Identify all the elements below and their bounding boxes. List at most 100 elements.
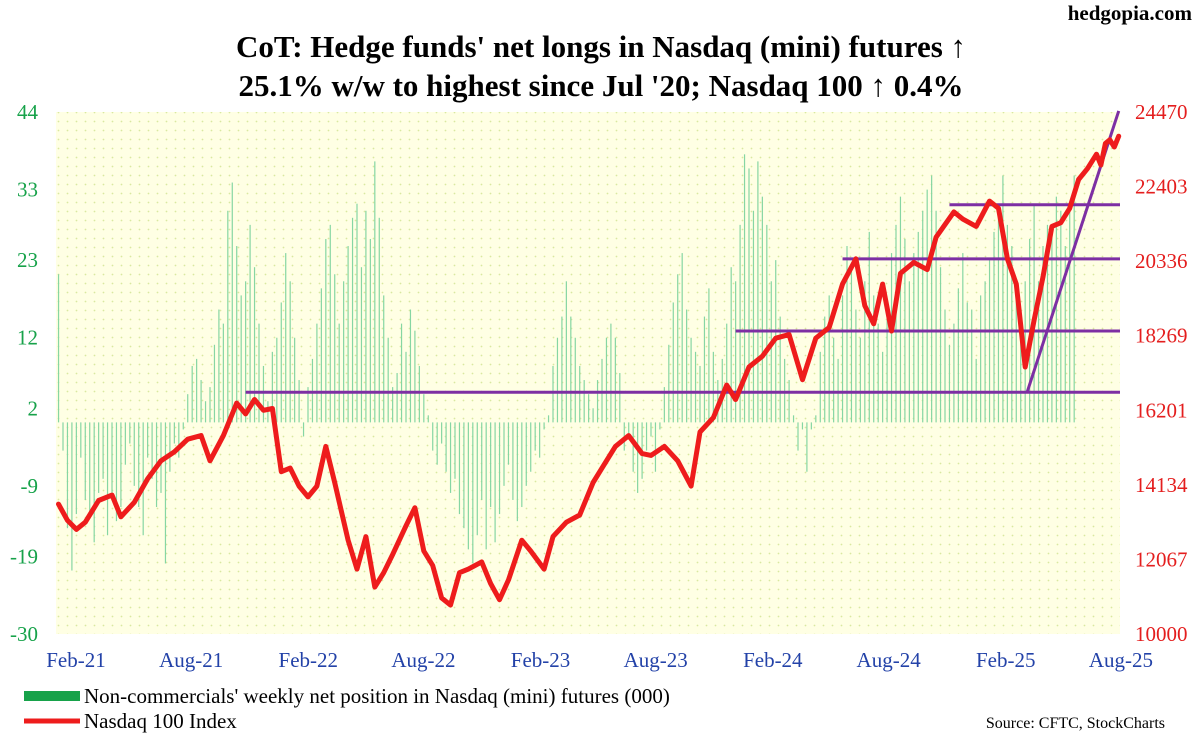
- net-position-bar: [485, 422, 487, 550]
- net-position-bar: [387, 337, 389, 423]
- x-tick-label: Feb-22: [279, 648, 339, 672]
- net-position-bar: [298, 380, 300, 423]
- net-position-bar: [507, 422, 510, 465]
- net-position-bar: [441, 422, 443, 444]
- net-position-bar: [908, 281, 910, 423]
- net-position-bar: [142, 422, 144, 536]
- net-position-bar: [129, 422, 131, 444]
- net-position-bar: [743, 154, 746, 423]
- net-position-bar: [654, 422, 657, 472]
- right-axis: 24470 22403 20336 18269 16201 14134 12067 10000: [1135, 100, 1188, 646]
- net-position-bar: [534, 422, 536, 451]
- net-position-bar: [766, 224, 768, 423]
- x-tick-label: Aug-23: [624, 648, 688, 672]
- left-tick-label: -9: [21, 474, 39, 498]
- net-position-bar: [543, 422, 545, 430]
- net-position-bar: [196, 358, 198, 423]
- net-position-bar: [249, 224, 251, 423]
- net-position-bar: [89, 422, 91, 515]
- x-tick-label: Feb-25: [976, 648, 1036, 672]
- net-position-bars: [57, 154, 1075, 571]
- net-position-bar: [432, 422, 434, 451]
- right-tick-label: 12067: [1135, 547, 1188, 571]
- net-position-bar: [1002, 175, 1004, 423]
- net-position-bar: [677, 274, 679, 423]
- net-position-bar: [111, 422, 113, 493]
- net-position-bar: [1020, 330, 1022, 423]
- net-position-bar: [632, 422, 634, 472]
- net-position-bar: [476, 422, 478, 536]
- net-position-bar: [792, 415, 795, 423]
- net-position-bar: [757, 161, 759, 423]
- net-position-bar: [668, 344, 670, 423]
- net-position-bar: [761, 196, 763, 423]
- net-position-bar: [525, 422, 527, 486]
- nasdaq-100-line: [56, 133, 1122, 608]
- net-position-bar: [850, 267, 853, 423]
- net-position-bar: [980, 295, 982, 423]
- net-position-bar: [356, 203, 358, 423]
- x-tick-label: Feb-24: [743, 648, 803, 672]
- legend: Non-commercials' weekly net position in …: [24, 684, 670, 733]
- net-position-bar: [521, 422, 523, 508]
- net-position-bar: [405, 351, 407, 423]
- net-position-bar: [360, 267, 363, 423]
- net-position-bar: [325, 238, 327, 423]
- brand-label: hedgopia.com: [1068, 1, 1193, 25]
- net-position-bar: [539, 422, 541, 458]
- net-position-bar: [552, 365, 554, 423]
- net-position-bar: [931, 175, 933, 423]
- net-position-bar: [610, 323, 612, 423]
- net-position-bar: [770, 281, 772, 423]
- net-position-bar: [948, 344, 951, 423]
- net-position-bar: [124, 422, 126, 465]
- net-position-bar: [503, 422, 505, 486]
- x-tick-label: Aug-22: [391, 648, 455, 672]
- net-position-bar: [133, 422, 135, 486]
- net-position-bar: [472, 422, 474, 564]
- net-position-bar: [913, 253, 915, 423]
- net-position-bar: [1073, 175, 1075, 423]
- net-position-bar: [271, 351, 273, 423]
- net-position-bar: [637, 422, 639, 493]
- net-position-bar: [833, 337, 835, 423]
- net-position-bar: [971, 309, 973, 423]
- net-position-bar: [1015, 295, 1017, 423]
- left-tick-label: 2: [28, 396, 39, 420]
- left-tick-label: 23: [17, 248, 38, 272]
- net-position-bar: [240, 295, 242, 423]
- net-position-bar: [672, 302, 674, 423]
- right-tick-label: 16201: [1135, 398, 1188, 422]
- net-position-bar: [445, 422, 447, 472]
- net-position-bar: [1069, 210, 1071, 423]
- net-position-bar: [178, 422, 180, 458]
- x-tick-label: Feb-23: [511, 648, 571, 672]
- net-position-bar: [962, 253, 964, 423]
- net-position-bar: [882, 351, 884, 423]
- net-position-bar: [953, 323, 955, 423]
- net-position-bar: [922, 210, 924, 423]
- net-position-bar: [596, 380, 599, 423]
- net-position-bar: [712, 351, 714, 423]
- net-position-bar: [601, 358, 603, 423]
- net-position-bar: [147, 422, 149, 458]
- right-tick-label: 14134: [1135, 473, 1188, 497]
- source-note: Source: CFTC, StockCharts: [986, 715, 1165, 732]
- right-tick-label: 20336: [1135, 249, 1188, 273]
- x-axis: Feb-21 Aug-21 Feb-22 Aug-22 Feb-23 Aug-23 Feb-…: [46, 648, 1153, 672]
- net-position-bar: [294, 337, 296, 423]
- net-position-bar: [115, 422, 118, 522]
- net-position-bar: [289, 281, 291, 423]
- net-position-bar: [873, 295, 875, 423]
- net-position-bar: [481, 422, 483, 500]
- net-position-bar: [877, 323, 879, 423]
- net-position-bar: [160, 422, 162, 493]
- net-position-bar: [334, 274, 336, 423]
- left-tick-label: 44: [17, 100, 39, 124]
- left-axis: 44 33 23 12 2 -9 -19 -30: [10, 100, 39, 646]
- net-position-bar: [467, 422, 469, 550]
- net-position-bar: [650, 422, 652, 437]
- net-position-bar: [659, 422, 661, 430]
- net-position-bar: [837, 358, 839, 423]
- net-position-bar: [984, 281, 986, 423]
